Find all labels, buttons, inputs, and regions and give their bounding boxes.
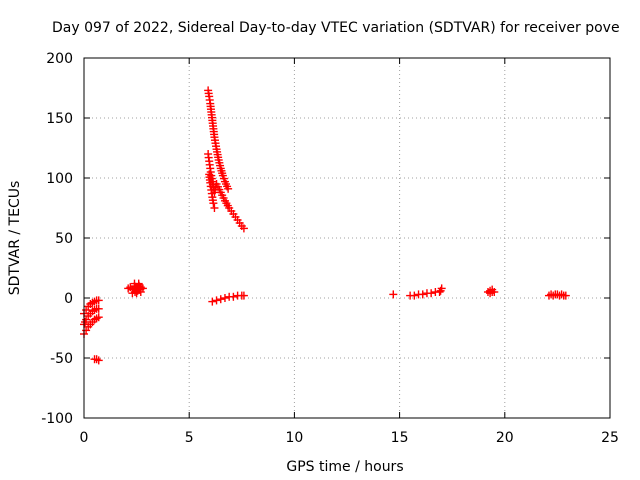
x-tick-label: 15 xyxy=(391,430,409,446)
data-point xyxy=(239,224,248,233)
x-tick-label: 10 xyxy=(285,430,303,446)
data-point xyxy=(212,296,221,305)
data-point xyxy=(208,297,217,306)
data-point xyxy=(389,290,398,299)
data-point xyxy=(224,184,233,193)
y-tick-label: -100 xyxy=(41,411,73,427)
data-point xyxy=(436,286,445,295)
y-tick-label: 150 xyxy=(46,111,73,127)
data-point xyxy=(410,291,419,300)
x-tick-label: 0 xyxy=(80,430,89,446)
data-point xyxy=(130,279,139,288)
x-tick-label: 25 xyxy=(601,430,619,446)
y-tick-label: 200 xyxy=(46,51,73,67)
tick-labels: 0 5 10 15 20 25 -100 -50 0 50 100 150 200 xyxy=(41,51,619,446)
data-point xyxy=(94,296,103,305)
data-point xyxy=(488,285,497,294)
data-point xyxy=(209,199,218,208)
x-tick-label: 5 xyxy=(185,430,194,446)
data-point xyxy=(229,292,238,301)
axis-ticks xyxy=(83,57,611,419)
data-point xyxy=(220,294,229,302)
grid xyxy=(84,58,610,418)
y-tick-label: 100 xyxy=(46,171,73,187)
y-tick-label: 50 xyxy=(55,231,73,247)
x-tick-label: 20 xyxy=(496,430,514,446)
data-point xyxy=(418,290,427,299)
data-point xyxy=(94,356,103,365)
data-point xyxy=(94,304,103,313)
data-point xyxy=(94,313,103,322)
data-point xyxy=(427,289,436,298)
data-points xyxy=(80,86,570,365)
chart-title: Day 097 of 2022, Sidereal Day-to-day VTE… xyxy=(52,20,620,36)
y-axis-title: SDTVAR / TECUs xyxy=(7,181,23,296)
data-point xyxy=(239,291,248,300)
data-point xyxy=(561,291,570,300)
plot-frame xyxy=(83,57,611,419)
data-point xyxy=(216,295,225,304)
x-axis-title: GPS time / hours xyxy=(286,459,403,475)
data-point xyxy=(132,289,141,298)
y-tick-label: -50 xyxy=(50,351,73,367)
y-tick-label: 0 xyxy=(64,291,73,307)
data-point xyxy=(210,204,219,212)
